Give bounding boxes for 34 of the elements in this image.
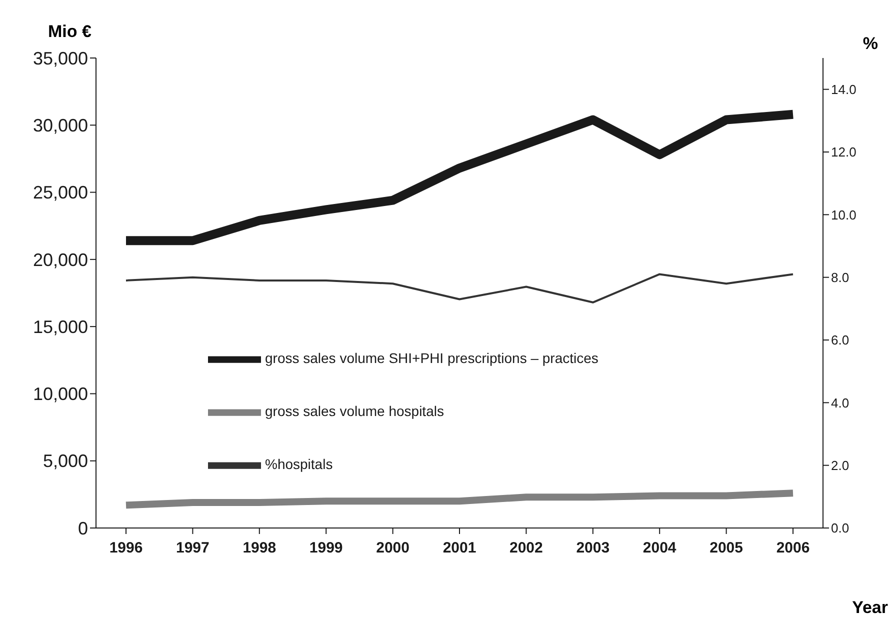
x-tick-label: 1996 — [109, 540, 143, 557]
legend-label: %hospitals — [265, 456, 333, 472]
x-tick-label: 1999 — [309, 540, 343, 557]
x-axis-title: Year — [852, 598, 888, 618]
x-tick-label: 2001 — [442, 540, 476, 557]
y-tick-label: 30,000 — [32, 116, 88, 136]
legend-label: gross sales volume hospitals — [265, 403, 444, 420]
legend-label: gross sales volume SHI+PHI prescriptions – practices — [265, 350, 598, 366]
y-tick-label: 35,000 — [32, 48, 88, 68]
y2-tick-label: 0.0 — [831, 520, 850, 536]
x-tick-label: 2000 — [376, 540, 410, 557]
y-tick-label: 15,000 — [32, 316, 88, 337]
x-tick-label: 1998 — [242, 540, 276, 557]
y-tick-label: 5,000 — [42, 451, 88, 472]
y-tick-label: 25,000 — [32, 182, 88, 203]
y2-tick-label: 8.0 — [831, 270, 850, 285]
y2-tick-label: 6.0 — [831, 332, 850, 348]
x-tick-label: 1997 — [176, 540, 210, 557]
y-tick-label: 10,000 — [32, 384, 88, 404]
x-tick-label: 2004 — [642, 540, 677, 557]
y-axis-title: Mio € — [48, 22, 92, 42]
y2-tick-label: 14.0 — [831, 82, 856, 97]
y2-axis-title: % — [862, 34, 878, 54]
x-tick-label: 2005 — [710, 540, 743, 557]
y2-tick-label: 4.0 — [831, 395, 850, 410]
x-tick-label: 2006 — [776, 540, 810, 557]
y-tick-label: 20,000 — [32, 250, 88, 270]
x-tick-label: 2002 — [510, 540, 543, 557]
y2-tick-label: 10.0 — [831, 207, 856, 222]
line-series — [125, 273, 794, 304]
y2-tick-label: 12.0 — [831, 144, 856, 160]
x-tick-label: 2003 — [576, 540, 610, 557]
y-tick-label: 0 — [78, 518, 88, 538]
y2-tick-label: 2.0 — [831, 458, 850, 473]
